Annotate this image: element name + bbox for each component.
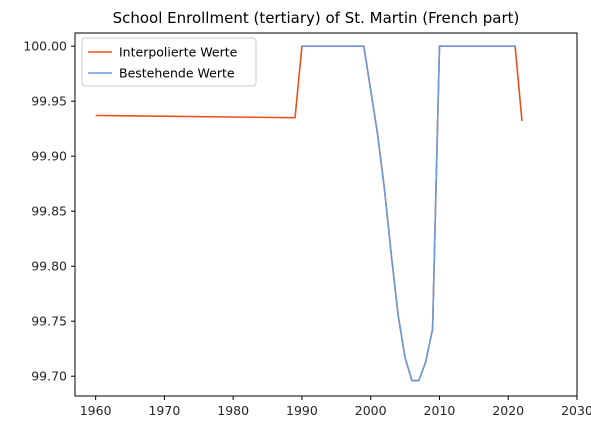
x-tick-label: 1990 — [286, 403, 318, 418]
y-tick-label: 99.70 — [31, 369, 67, 384]
legend: Interpolierte Werte Bestehende Werte — [82, 38, 256, 86]
x-tick-label: 1960 — [80, 403, 112, 418]
y-tick-label: 99.95 — [31, 94, 67, 109]
y-axis: 99.70 99.75 99.80 99.85 99.90 99.95 100.00 — [23, 39, 75, 384]
plot-frame — [75, 33, 577, 396]
legend-label: Bestehende Werte — [119, 66, 235, 81]
y-tick-label: 99.90 — [31, 149, 67, 164]
x-tick-label: 2000 — [355, 403, 387, 418]
x-tick-label: 1970 — [148, 403, 180, 418]
plot-area — [75, 33, 577, 396]
y-tick-label: 99.85 — [31, 204, 67, 219]
legend-label: Interpolierte Werte — [119, 45, 238, 60]
x-tick-label: 2030 — [561, 403, 591, 418]
x-tick-label: 1980 — [217, 403, 249, 418]
y-tick-label: 100.00 — [23, 39, 67, 54]
x-axis: 1960 1970 1980 1990 2000 2010 2020 2030 — [80, 396, 591, 418]
x-tick-label: 2010 — [424, 403, 456, 418]
x-tick-label: 2020 — [492, 403, 524, 418]
y-tick-label: 99.80 — [31, 259, 67, 274]
chart-title: School Enrollment (tertiary) of St. Mart… — [113, 9, 520, 27]
y-tick-label: 99.75 — [31, 314, 67, 329]
